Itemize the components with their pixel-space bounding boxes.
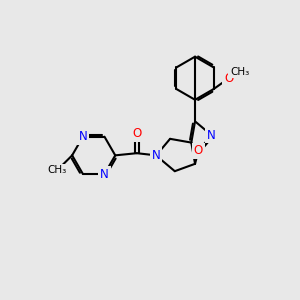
Text: CH₃: CH₃: [230, 67, 249, 77]
Text: O: O: [132, 127, 141, 140]
Text: O: O: [224, 72, 233, 85]
Text: N: N: [79, 130, 87, 143]
Text: N: N: [100, 167, 109, 181]
Text: O: O: [194, 144, 203, 158]
Text: N: N: [207, 129, 216, 142]
Text: CH₃: CH₃: [47, 165, 67, 176]
Text: N: N: [152, 149, 161, 162]
